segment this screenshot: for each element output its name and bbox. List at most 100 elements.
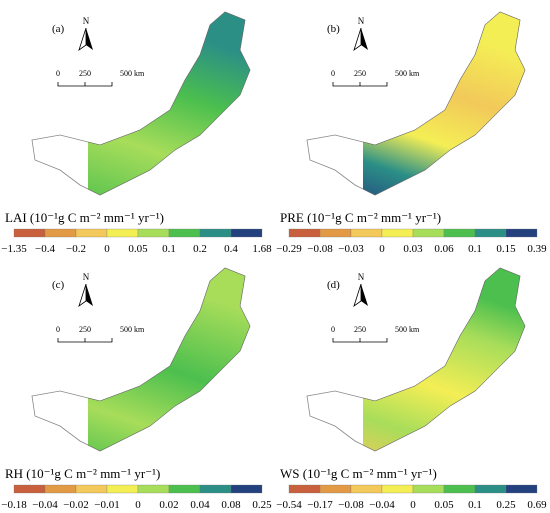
colorbar-swatch: [474, 228, 507, 238]
panel-label: (b): [327, 23, 340, 35]
colorbar-swatch: [106, 228, 139, 238]
colorbar-swatch: [75, 228, 108, 238]
legend-title: PRE (10⁻¹g C m⁻² mm⁻¹ yr⁻¹): [280, 210, 441, 225]
colorbar-tick-label: 0.15: [496, 243, 516, 255]
colorbar-tick-label: 0.05: [434, 499, 454, 511]
colorbar-swatch: [137, 228, 170, 238]
colorbar-tick-label: 0.1: [468, 243, 482, 255]
colorbar-tick-label: −0.01: [94, 499, 119, 511]
colorbar-swatch: [474, 484, 507, 494]
north-arrow: [86, 28, 93, 50]
colorbar-swatch: [199, 484, 232, 494]
colorbar-swatch: [44, 484, 77, 494]
north-arrow: [353, 283, 362, 308]
colorbar-swatch: [13, 228, 46, 238]
panel-label: (d): [327, 279, 340, 291]
colorbar-tick-label: 0.03: [403, 243, 423, 255]
colorbar-swatch: [505, 484, 538, 494]
north-arrow: [86, 284, 93, 306]
scale-label: 500 km: [120, 325, 145, 334]
colorbar-swatch: [137, 484, 170, 494]
scale-label: 0: [56, 325, 60, 334]
colorbar-swatch: [443, 228, 476, 238]
colorbar-swatch: [75, 484, 108, 494]
colorbar-swatch: [319, 228, 352, 238]
colorbar-tick-label: 0: [104, 243, 110, 255]
colorbar-tick-label: −0.08: [338, 499, 364, 511]
colorbar-swatch: [381, 228, 414, 238]
scale-label: 250: [354, 325, 366, 334]
north-arrow: [78, 283, 87, 308]
colorbar-tick-label: −0.54: [276, 499, 302, 511]
scale-label: 500 km: [395, 325, 420, 334]
scale-label: 250: [354, 69, 366, 78]
colorbar-tick-label: 0.04: [190, 499, 210, 511]
legend-title: RH (10⁻¹g C m⁻² mm⁻¹ yr⁻¹): [5, 466, 160, 481]
colorbar-tick-label: 0.1: [162, 243, 176, 255]
colorbar-tick-label: 0.25: [496, 499, 516, 511]
colorbar-tick-label: 0.05: [128, 243, 148, 255]
colorbar-swatch: [350, 228, 383, 238]
colorbar-tick-label: 0.39: [527, 243, 547, 255]
colorbar-swatch: [199, 228, 232, 238]
legend-title: LAI (10⁻¹g C m⁻² mm⁻¹ yr⁻¹): [5, 210, 164, 225]
colorbar-swatch: [505, 228, 538, 238]
panel: (d) N 0 250 500 km WS (10⁻¹g C m⁻² mm⁻¹ yr⁻¹)…: [276, 267, 547, 511]
panel: (a) N 0 250 500 km LAI (10⁻¹g C m⁻² mm⁻¹ yr⁻¹…: [1, 11, 272, 255]
colorbar-tick-label: 0.4: [224, 243, 238, 255]
colorbar-swatch: [412, 484, 445, 494]
region-fill: [88, 267, 251, 452]
colorbar-tick-label: 0.25: [252, 499, 272, 511]
panel-label: (c): [52, 279, 65, 291]
north-arrow: [361, 284, 368, 306]
colorbar-tick-label: −0.08: [307, 243, 333, 255]
scale-label: 0: [331, 325, 335, 334]
scale-label: 250: [79, 325, 91, 334]
scale-bar: [57, 338, 113, 343]
colorbar-swatch: [288, 228, 321, 238]
colorbar-tick-label: −0.17: [307, 499, 333, 511]
colorbar-swatch: [350, 484, 383, 494]
colorbar-tick-label: −0.04: [369, 499, 395, 511]
scale-label: 500 km: [120, 69, 145, 78]
panel-label: (a): [52, 23, 65, 35]
north-label: N: [358, 16, 365, 26]
north-arrow: [361, 28, 368, 50]
colorbar-tick-label: −0.2: [66, 243, 86, 255]
panel: (c) N 0 250 500 km RH (10⁻¹g C m⁻² mm⁻¹ yr⁻¹)…: [1, 267, 272, 511]
colorbar-tick-label: 0: [135, 499, 141, 511]
colorbar-swatch: [44, 228, 77, 238]
colorbar-tick-label: −0.4: [35, 243, 55, 255]
north-label: N: [358, 272, 365, 282]
colorbar-swatch: [319, 484, 352, 494]
colorbar-swatch: [412, 228, 445, 238]
colorbar-tick-label: 0.69: [527, 499, 547, 511]
legend-title: WS (10⁻¹g C m⁻² mm⁻¹ yr⁻¹): [280, 466, 437, 481]
colorbar-swatch: [168, 484, 201, 494]
region-fill: [88, 11, 251, 196]
colorbar-swatch: [230, 228, 263, 238]
north-label: N: [83, 272, 90, 282]
colorbar-swatch: [443, 484, 476, 494]
colorbar-tick-label: −0.03: [338, 243, 364, 255]
scale-bar: [332, 82, 388, 87]
colorbar-swatch: [288, 484, 321, 494]
scale-label: 0: [331, 69, 335, 78]
north-arrow: [353, 27, 362, 52]
colorbar-tick-label: 0: [379, 243, 385, 255]
colorbar-tick-label: −0.29: [276, 243, 302, 255]
scale-bar: [332, 338, 388, 343]
north-arrow: [78, 27, 87, 52]
colorbar-tick-label: −1.35: [1, 243, 27, 255]
colorbar-tick-label: 0: [410, 499, 416, 511]
colorbar-tick-label: −0.18: [1, 499, 27, 511]
scale-label: 0: [56, 69, 60, 78]
scale-label: 500 km: [395, 69, 420, 78]
region-fill: [363, 267, 526, 452]
region-fill: [363, 11, 526, 196]
colorbar-swatch: [13, 484, 46, 494]
colorbar-tick-label: −0.04: [32, 499, 58, 511]
north-label: N: [83, 16, 90, 26]
